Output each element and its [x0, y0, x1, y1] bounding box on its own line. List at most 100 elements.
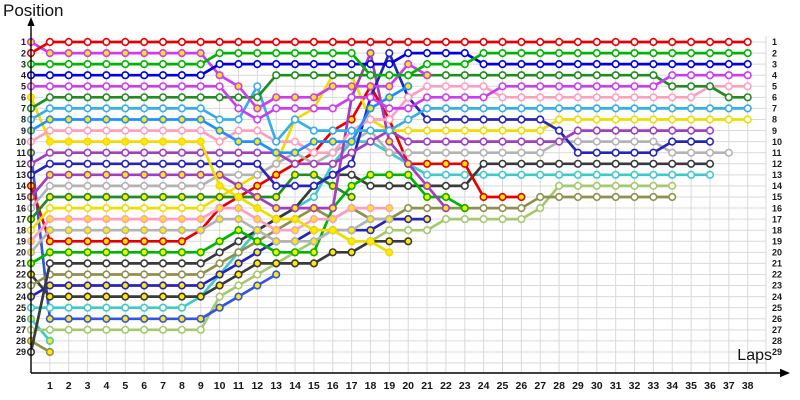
y-tick-right: 12: [772, 159, 782, 169]
series-purple-1: [26, 126, 715, 168]
series-darkgreen-2: [26, 170, 356, 224]
y-tick-right: 8: [772, 115, 777, 125]
y-tick-left: 1: [21, 37, 26, 47]
series-layer: [26, 37, 752, 357]
y-tick-right: 3: [772, 59, 777, 69]
y-tick-left: 25: [16, 303, 26, 313]
x-tick: 19: [383, 380, 395, 392]
y-tick-left: 21: [16, 259, 26, 269]
series-violet-1: [26, 37, 432, 113]
y-tick-right: 7: [772, 104, 777, 114]
y-tick-right: 22: [772, 270, 782, 280]
y-tick-right: 13: [772, 170, 782, 180]
series-red-1: [26, 37, 752, 58]
series-skyblue-1: [26, 82, 752, 146]
y-tick-right: 17: [772, 214, 782, 224]
series-violet-2: [26, 71, 752, 124]
y-tick-left: 26: [16, 314, 26, 324]
x-tick: 8: [179, 380, 185, 392]
series-gray-2: [26, 215, 394, 257]
y-tick-right: 16: [772, 203, 782, 213]
y-tick-left: 12: [16, 159, 26, 169]
x-tick: 26: [516, 380, 528, 392]
series-green-2: [26, 170, 469, 268]
y-tick-right: 19: [772, 236, 782, 246]
y-tick-left: 16: [16, 203, 26, 213]
y-tick-left: 27: [16, 325, 26, 335]
y-tick-left: 18: [16, 225, 26, 235]
x-tick: 7: [160, 380, 166, 392]
y-tick-left: 20: [16, 248, 26, 258]
series-green-1: [26, 48, 752, 80]
y-tick-left: 5: [21, 81, 26, 91]
x-tick: 12: [251, 380, 263, 392]
x-tick: 13: [270, 380, 282, 392]
y-tick-right: 11: [772, 148, 782, 158]
series-black-1: [26, 159, 715, 357]
series-azure-1: [26, 82, 413, 157]
x-tick: 20: [402, 380, 414, 392]
x-tick: 4: [104, 380, 110, 392]
series-pink-2: [26, 204, 394, 246]
x-tick: 16: [327, 380, 339, 392]
y-tick-right: 29: [772, 347, 782, 357]
y-tick-right: 1: [772, 37, 777, 47]
y-tick-left: 10: [16, 137, 26, 147]
y-tick-left: 7: [21, 104, 26, 114]
x-tick: 2: [66, 380, 72, 392]
x-tick: 6: [141, 380, 147, 392]
x-tick: 24: [478, 380, 490, 392]
series-gray-1: [26, 126, 733, 213]
axes: [27, 17, 790, 378]
x-tick: 38: [742, 380, 754, 392]
y-tick-right: 9: [772, 126, 777, 136]
y-tick-left: 2: [21, 48, 26, 58]
y-tick-left: 3: [21, 59, 26, 69]
y-tick-right: 6: [772, 93, 777, 103]
y-tick-left: 11: [16, 148, 26, 158]
x-tick: 27: [534, 380, 546, 392]
x-axis-title: Laps: [737, 347, 772, 364]
y-tick-right: 5: [772, 81, 777, 91]
y-tick-right: 14: [772, 181, 782, 191]
series-blue-1: [26, 48, 752, 80]
y-tick-left: 15: [16, 192, 26, 202]
x-tick: 15: [308, 380, 320, 392]
x-tick: 18: [365, 380, 377, 392]
y-tick-left: 9: [21, 126, 26, 136]
x-tick: 33: [648, 380, 660, 392]
x-tick: 14: [289, 380, 301, 392]
y-tick-right: 20: [772, 248, 782, 258]
y-tick-left: 23: [16, 281, 26, 291]
y-tick-right: 27: [772, 325, 782, 335]
y-tick-right: 10: [772, 137, 782, 147]
x-tick: 17: [346, 380, 358, 392]
series-royalblue-1: [26, 148, 281, 323]
x-tick: 10: [214, 380, 226, 392]
y-tick-left: 13: [16, 170, 26, 180]
series-black-2: [26, 237, 413, 301]
x-tick: 35: [685, 380, 697, 392]
y-tick-right: 2: [772, 48, 777, 58]
x-tick: 28: [553, 380, 565, 392]
y-tick-left: 19: [16, 236, 26, 246]
y-tick-right: 21: [772, 259, 782, 269]
y-tick-right: 24: [772, 292, 782, 302]
y-tick-right: 23: [772, 281, 782, 291]
y-tick-right: 26: [772, 314, 782, 324]
y-tick-left: 4: [21, 70, 26, 80]
y-tick-left: 6: [21, 93, 26, 103]
y-tick-right: 25: [772, 303, 782, 313]
y-axis-arrow-icon: [27, 17, 35, 26]
x-tick: 11: [233, 380, 244, 392]
x-tick: 22: [440, 380, 452, 392]
y-tick-left: 8: [21, 115, 26, 125]
x-tick: 37: [723, 380, 735, 392]
y-tick-left: 29: [16, 347, 26, 357]
x-tick: 21: [421, 380, 433, 392]
y-axis-title: Position: [3, 1, 64, 20]
x-axis-arrow-icon: [780, 368, 790, 378]
